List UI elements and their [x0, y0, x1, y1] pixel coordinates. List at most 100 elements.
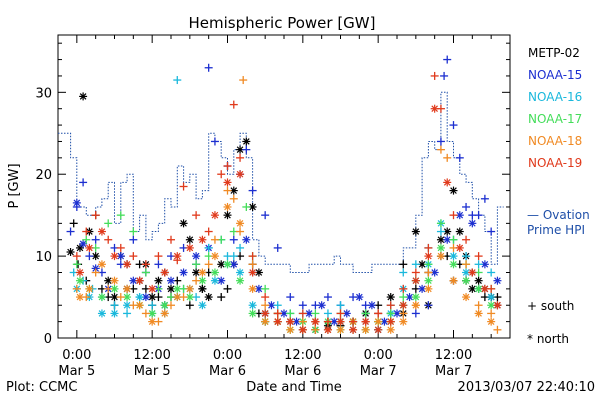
point-south	[242, 202, 251, 211]
point-south	[424, 301, 433, 310]
point-south	[436, 137, 445, 146]
point-north	[85, 243, 94, 252]
point-south	[298, 301, 307, 310]
point-north	[85, 284, 94, 293]
point-south	[436, 219, 445, 228]
point-south	[248, 260, 257, 269]
footer-left: Plot: CCMC	[6, 380, 77, 395]
point-south	[116, 211, 125, 220]
x-tick-label-date: Mar 7	[435, 364, 472, 379]
point-south	[430, 71, 439, 80]
point-north	[336, 325, 345, 334]
point-north	[110, 276, 119, 285]
point-south	[399, 268, 408, 277]
point-north	[97, 260, 106, 269]
point-south	[85, 252, 94, 261]
point-north	[223, 211, 232, 220]
point-north	[436, 252, 445, 261]
point-south	[129, 252, 138, 261]
ovation-hpi-step-line	[58, 91, 504, 273]
y-tick-label: 30	[35, 86, 52, 101]
point-north	[261, 309, 270, 318]
point-north	[248, 284, 257, 293]
point-south	[474, 211, 483, 220]
point-south	[261, 211, 270, 220]
x-tick-label-date: Mar 5	[134, 364, 171, 379]
point-north	[424, 284, 433, 293]
point-south	[223, 162, 232, 171]
point-south	[323, 309, 332, 318]
point-north	[192, 252, 201, 261]
point-north	[154, 276, 163, 285]
point-south	[424, 268, 433, 277]
point-south	[91, 268, 100, 277]
point-north	[424, 276, 433, 285]
x-tick-label-time: 0:00	[213, 348, 242, 363]
ovation-hpi-line	[58, 91, 504, 273]
point-north	[254, 268, 263, 277]
y-tick-label: 10	[35, 250, 52, 265]
point-north	[110, 252, 119, 261]
point-north	[198, 235, 207, 244]
point-north	[236, 170, 245, 179]
point-south	[229, 194, 238, 203]
point-south	[223, 284, 232, 293]
point-north	[462, 293, 471, 302]
footer-right: 2013/03/07 22:40:10	[458, 380, 595, 395]
point-north	[449, 186, 458, 195]
point-north	[210, 268, 219, 277]
x-tick-label-time: 0:00	[62, 348, 91, 363]
point-south	[474, 260, 483, 269]
point-south	[192, 276, 201, 285]
y-axis: 0 10 20 30	[35, 42, 510, 347]
point-north	[474, 276, 483, 285]
point-north	[75, 276, 84, 285]
legend-entry: NOAA-18	[528, 134, 582, 148]
point-north	[468, 219, 477, 228]
point-south	[349, 317, 358, 326]
point-south	[236, 227, 245, 236]
point-north	[236, 219, 245, 228]
point-north	[286, 317, 295, 326]
point-south	[449, 121, 458, 130]
point-north	[430, 104, 439, 113]
point-north	[179, 268, 188, 277]
legend: METP-02 NOAA-15 NOAA-16 NOAA-17 NOAA-18 NOAA-…	[527, 46, 590, 346]
x-tick-label-time: 12:00	[435, 348, 472, 363]
point-south	[462, 235, 471, 244]
point-north	[204, 293, 213, 302]
point-north	[167, 276, 175, 285]
point-south	[399, 309, 408, 318]
point-south	[462, 252, 471, 261]
legend-entry: NOAA-16	[528, 90, 582, 104]
point-south	[261, 284, 270, 293]
point-south	[411, 260, 420, 269]
point-south	[141, 268, 150, 277]
point-south	[462, 202, 471, 211]
point-south	[298, 309, 307, 318]
point-south	[192, 260, 201, 269]
point-north	[72, 198, 81, 207]
point-north	[160, 309, 169, 318]
point-north	[236, 268, 245, 277]
point-north	[480, 284, 489, 293]
point-north	[449, 260, 458, 269]
point-north	[160, 268, 169, 277]
point-north	[317, 301, 326, 310]
point-south	[411, 309, 420, 318]
point-north	[411, 227, 420, 236]
point-south	[449, 235, 458, 244]
point-north	[210, 276, 219, 285]
point-south	[210, 235, 219, 244]
point-south	[311, 325, 320, 334]
point-south	[110, 301, 119, 310]
point-south	[72, 252, 81, 261]
x-axis-label: Date and Time	[246, 380, 342, 395]
point-north	[236, 276, 245, 285]
data-points	[66, 55, 502, 334]
point-south	[116, 243, 125, 252]
point-north	[75, 268, 84, 277]
point-north	[135, 293, 144, 302]
point-south	[239, 76, 248, 85]
point-north	[487, 317, 496, 326]
